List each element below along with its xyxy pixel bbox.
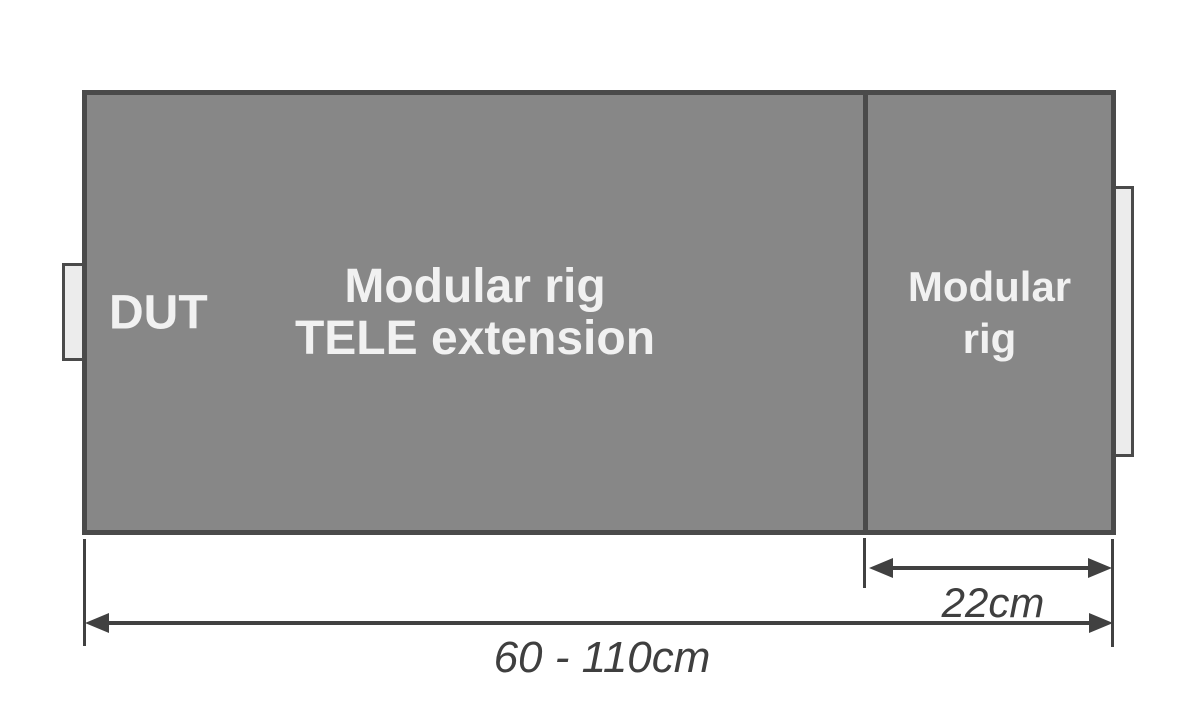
- section-divider: [863, 95, 868, 530]
- arrowhead-right-icon: [1089, 613, 1113, 633]
- rig-assembly-box: DUT Modular rig TELE extension Modular r…: [82, 90, 1116, 535]
- total-width-arrow-line: [103, 621, 1095, 625]
- rig-width-arrow-line: [887, 566, 1094, 570]
- modular-rig-section: Modular rig: [868, 95, 1111, 530]
- tele-extension-label: Modular rig TELE extension: [294, 259, 656, 365]
- rig-width-label: 22cm: [941, 579, 1045, 626]
- dut-label: DUT: [109, 286, 208, 339]
- arrowhead-left-icon: [869, 558, 893, 578]
- tele-extension-label-line1: Modular rig: [344, 259, 606, 313]
- modular-rig-label-line1: Modular: [907, 262, 1072, 310]
- rig-width-arrow: [869, 558, 1112, 578]
- extension-line-left: [83, 539, 86, 646]
- arrowhead-right-icon: [1088, 558, 1112, 578]
- extension-line-right: [1111, 539, 1114, 647]
- total-width-label: 60 - 110cm: [493, 633, 711, 682]
- modular-rig-label-line2: rig: [962, 314, 1017, 362]
- tele-extension-section: DUT Modular rig TELE extension: [87, 95, 863, 530]
- arrowhead-left-icon: [85, 613, 109, 633]
- tele-extension-label-line2: TELE extension: [294, 311, 656, 365]
- modular-rig-label: Modular rig: [908, 261, 1071, 365]
- total-width-arrow: [85, 613, 1113, 633]
- extension-line-divider: [863, 538, 866, 588]
